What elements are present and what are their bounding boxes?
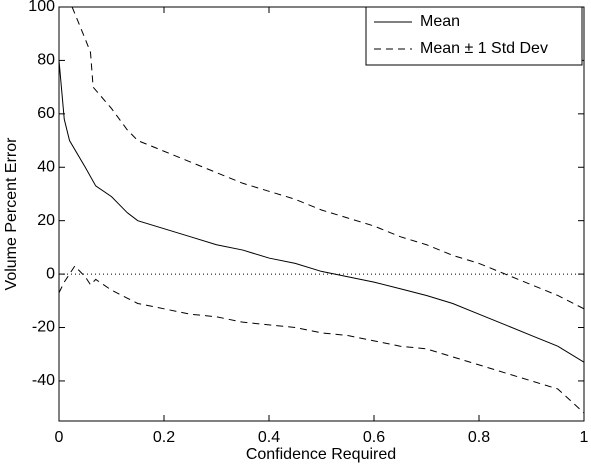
x-tick-label: 0.8 <box>468 429 490 446</box>
series-line <box>59 265 584 414</box>
x-axis-label: Confidence Required <box>246 446 396 463</box>
y-tick-label: 40 <box>37 158 55 175</box>
y-tick-label: 60 <box>37 105 55 122</box>
x-tick-label: 0.6 <box>363 429 385 446</box>
x-tick-label: 0.4 <box>258 429 280 446</box>
x-tick-label: 0 <box>55 429 64 446</box>
legend-box <box>365 6 583 66</box>
y-tick-label: -20 <box>32 319 55 336</box>
y-tick-label: -40 <box>32 372 55 389</box>
x-tick-label: 1 <box>580 429 589 446</box>
legend-label: Mean <box>420 13 460 30</box>
y-tick-label: 20 <box>37 212 55 229</box>
y-tick-label: 100 <box>28 0 55 15</box>
plot-frame <box>58 6 585 422</box>
series-line <box>59 60 584 363</box>
x-tick-label: 0.2 <box>153 429 175 446</box>
y-axis-label: Volume Percent Error <box>3 137 20 291</box>
y-tick-label: 0 <box>46 265 55 282</box>
y-tick-label: 80 <box>37 52 55 69</box>
legend-label: Mean ± 1 Std Dev <box>420 40 548 57</box>
series-line <box>71 7 584 310</box>
